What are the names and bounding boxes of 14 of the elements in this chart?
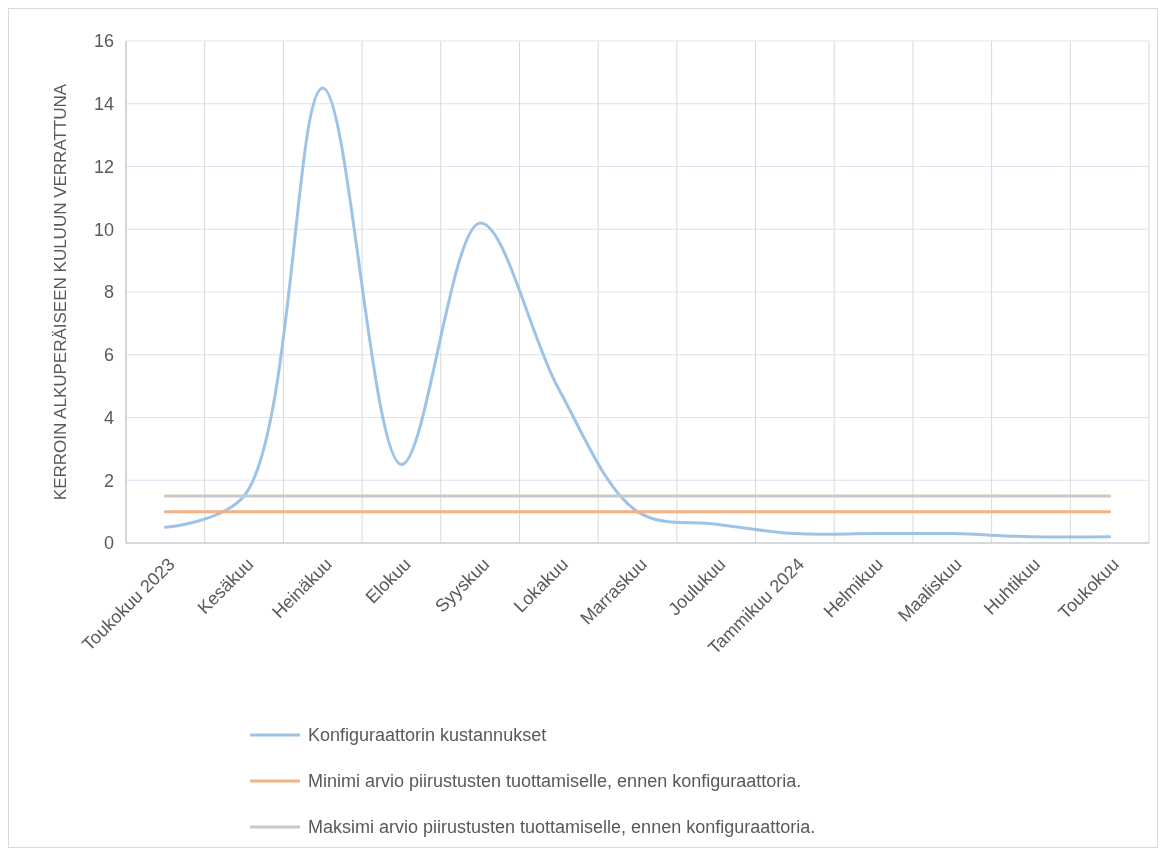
y-tick-label: 16 [93,31,114,52]
y-tick-label: 14 [93,94,114,115]
y-tick-label: 12 [93,156,114,177]
y-tick-label: 10 [93,219,114,240]
y-tick-label: 8 [103,282,114,303]
y-tick-label: 6 [103,345,114,366]
legend-label: Maksimi arvio piirustusten tuottamiselle, ennen konfiguraattoria. [308,817,816,838]
legend-label: Konfiguraattorin kustannukset [308,725,547,746]
y-tick-label: 4 [103,407,114,428]
y-tick-label: 0 [103,533,114,554]
line-series [163,86,1112,539]
y-tick-label: 2 [103,470,114,491]
y-axis-title: KERROIN ALKUPERÄISEEN KULUUN VERRATTUNA [51,83,70,501]
legend-label: Minimi arvio piirustusten tuottamiselle, ennen konfiguraattoria. [308,771,802,792]
